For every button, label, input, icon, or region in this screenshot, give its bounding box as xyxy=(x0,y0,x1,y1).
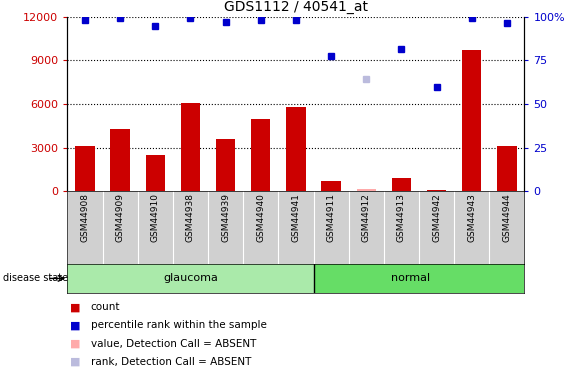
Text: GSM44943: GSM44943 xyxy=(467,194,476,242)
Bar xyxy=(462,50,482,191)
Bar xyxy=(427,190,447,191)
Text: rank, Detection Call = ABSENT: rank, Detection Call = ABSENT xyxy=(91,357,251,367)
Text: normal: normal xyxy=(391,273,430,284)
Text: GSM44913: GSM44913 xyxy=(397,194,406,243)
Text: GSM44909: GSM44909 xyxy=(115,194,125,243)
Text: GSM44912: GSM44912 xyxy=(362,194,371,242)
Bar xyxy=(251,118,271,191)
Text: glaucoma: glaucoma xyxy=(163,273,218,284)
Text: ■: ■ xyxy=(70,302,81,312)
Bar xyxy=(356,189,376,191)
Bar xyxy=(67,264,314,292)
Text: GSM44939: GSM44939 xyxy=(221,194,230,243)
Text: GSM44910: GSM44910 xyxy=(151,194,160,243)
Text: GSM44938: GSM44938 xyxy=(186,194,195,243)
Bar xyxy=(286,107,306,191)
Bar xyxy=(110,129,130,191)
Bar xyxy=(314,264,524,292)
Bar xyxy=(180,103,200,191)
Text: percentile rank within the sample: percentile rank within the sample xyxy=(91,321,267,330)
Bar xyxy=(146,155,165,191)
Bar xyxy=(391,178,411,191)
Text: GSM44942: GSM44942 xyxy=(432,194,441,242)
Title: GDS1112 / 40541_at: GDS1112 / 40541_at xyxy=(224,0,368,15)
Text: disease state: disease state xyxy=(3,273,68,284)
Text: value, Detection Call = ABSENT: value, Detection Call = ABSENT xyxy=(91,339,256,349)
Text: ■: ■ xyxy=(70,357,81,367)
Bar xyxy=(216,139,236,191)
Text: GSM44941: GSM44941 xyxy=(291,194,301,242)
Bar xyxy=(322,181,341,191)
Bar xyxy=(75,146,95,191)
Text: GSM44940: GSM44940 xyxy=(256,194,265,242)
Text: GSM44944: GSM44944 xyxy=(502,194,512,242)
Text: ■: ■ xyxy=(70,321,81,330)
Text: count: count xyxy=(91,302,120,312)
Text: ■: ■ xyxy=(70,339,81,349)
Text: GSM44911: GSM44911 xyxy=(326,194,336,243)
Text: GSM44908: GSM44908 xyxy=(80,194,90,243)
Bar xyxy=(497,146,517,191)
